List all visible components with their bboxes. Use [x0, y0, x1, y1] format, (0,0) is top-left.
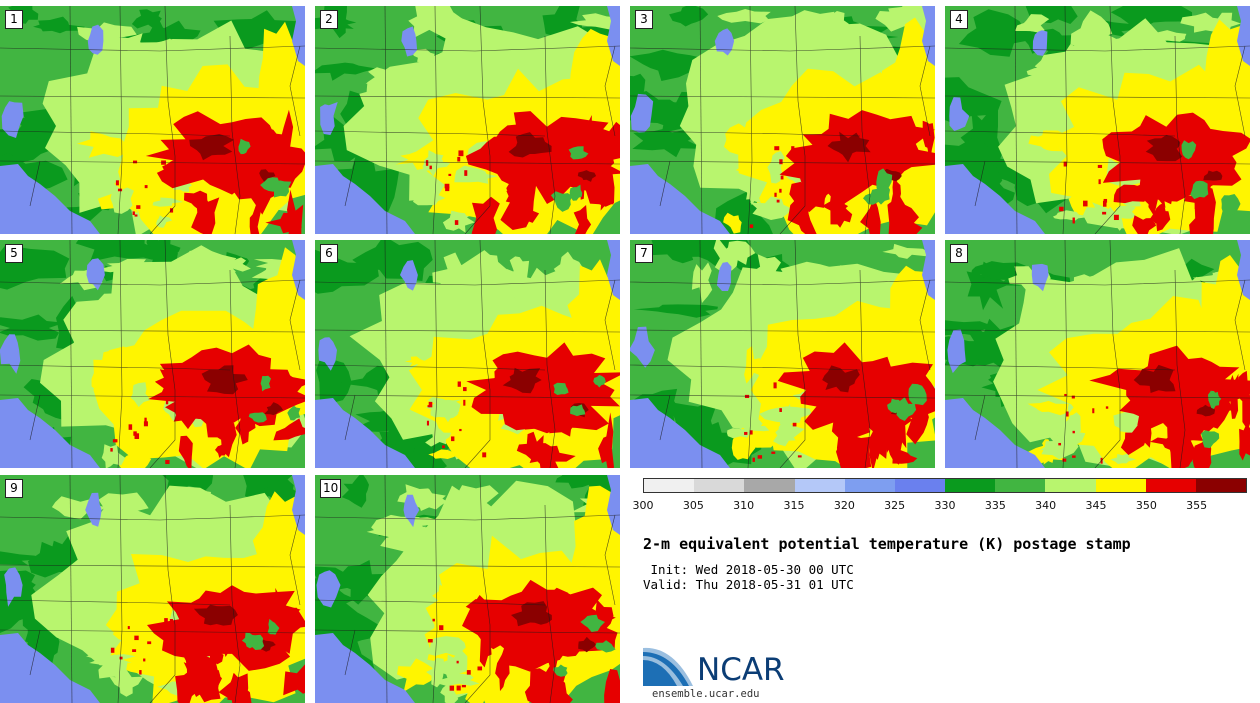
colorbar-tick-label: 325 — [884, 499, 906, 512]
stamp-map-7 — [630, 240, 935, 468]
stamp-number: 5 — [5, 244, 23, 263]
colorbar-swatch — [794, 479, 845, 492]
stamp-panel-1[interactable]: 1 — [0, 6, 305, 234]
stamp-number: 2 — [320, 10, 338, 29]
stamp-number: 7 — [635, 244, 653, 263]
colorbar-swatch — [894, 479, 946, 492]
stamp-map-5 — [0, 240, 305, 468]
stamp-panel-5[interactable]: 5 — [0, 240, 305, 468]
stamp-panel-6[interactable]: 6 — [315, 240, 620, 468]
colorbar-tick-label: 335 — [984, 499, 1006, 512]
stamp-map-8 — [945, 240, 1250, 468]
stamp-map-10 — [315, 475, 620, 703]
stamp-number: 10 — [320, 479, 342, 498]
stamp-number: 8 — [950, 244, 968, 263]
colorbar-tick-label: 350 — [1135, 499, 1157, 512]
colorbar-swatch — [1195, 479, 1247, 492]
colorbar-swatch — [744, 479, 795, 492]
stamp-number: 3 — [635, 10, 653, 29]
colorbar-swatch — [644, 479, 695, 492]
colorbar-swatch — [844, 479, 895, 492]
stamp-panel-9[interactable]: 9 — [0, 475, 305, 703]
colorbar-tick-label: 355 — [1186, 499, 1208, 512]
stamp-map-6 — [315, 240, 620, 468]
colorbar-tick-label: 310 — [733, 499, 755, 512]
colorbar-tick-label: 300 — [632, 499, 654, 512]
ncar-logo-text: NCAR — [697, 652, 785, 688]
logo-url: ensemble.ucar.edu — [652, 688, 760, 700]
stamp-panel-2[interactable]: 2 — [315, 6, 620, 234]
stamp-number: 4 — [950, 10, 968, 29]
colorbar-tick-label: 345 — [1085, 499, 1107, 512]
colorbar-swatch — [1145, 479, 1196, 492]
stamp-map-1 — [0, 6, 305, 234]
figure-title: 2-m equivalent potential temperature (K)… — [643, 535, 1131, 553]
colorbar-swatch — [995, 479, 1046, 492]
stamp-map-9 — [0, 475, 305, 703]
colorbar-tick-label: 305 — [682, 499, 704, 512]
ncar-logo-icon — [643, 647, 693, 686]
stamp-panel-10[interactable]: 10 — [315, 475, 620, 703]
stamp-number: 1 — [5, 10, 23, 29]
stamp-panel-3[interactable]: 3 — [630, 6, 935, 234]
colorbar — [643, 478, 1247, 493]
stamp-map-3 — [630, 6, 935, 234]
valid-time: Valid: Thu 2018-05-31 01 UTC — [643, 577, 854, 592]
init-time: Init: Wed 2018-05-30 00 UTC — [643, 562, 854, 577]
stamp-number: 9 — [5, 479, 23, 498]
colorbar-tick-label: 315 — [783, 499, 805, 512]
colorbar-swatch — [694, 479, 745, 492]
stamp-number: 6 — [320, 244, 338, 263]
stamp-map-4 — [945, 6, 1250, 234]
stamp-panel-8[interactable]: 8 — [945, 240, 1250, 468]
colorbar-swatch — [1095, 479, 1146, 492]
colorbar-tick-label: 330 — [934, 499, 956, 512]
colorbar-tick-label: 320 — [833, 499, 855, 512]
stamp-panel-7[interactable]: 7 — [630, 240, 935, 468]
colorbar-tick-label: 340 — [1035, 499, 1057, 512]
colorbar-swatch — [1045, 479, 1096, 492]
colorbar-swatch — [945, 479, 996, 492]
stamp-panel-4[interactable]: 4 — [945, 6, 1250, 234]
stamp-map-2 — [315, 6, 620, 234]
